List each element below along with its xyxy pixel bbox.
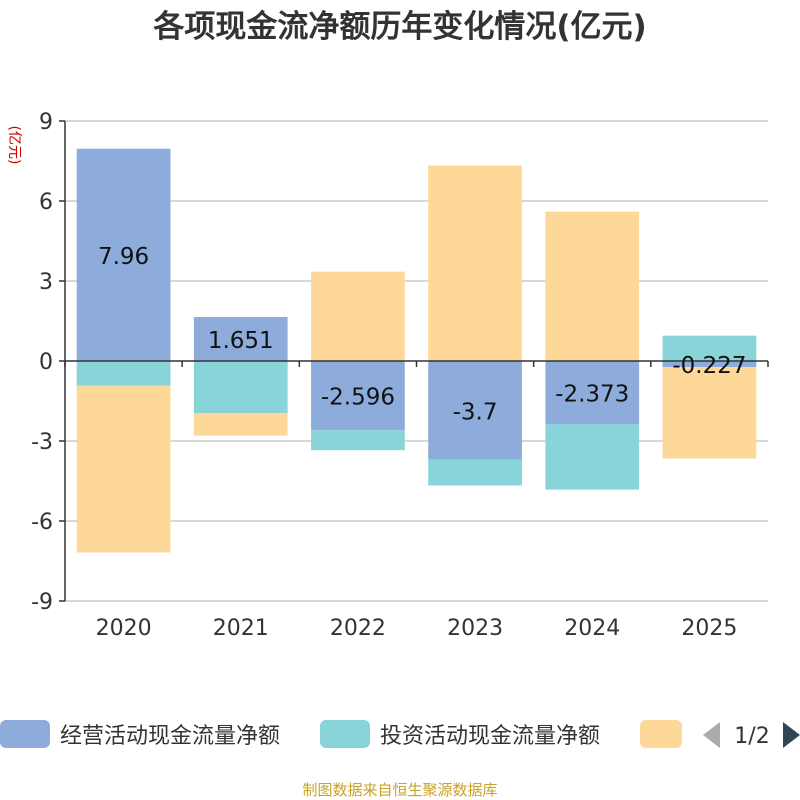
y-tick-label-1: -6 (31, 510, 53, 535)
y-tick-label-0: -9 (31, 590, 53, 615)
bar-2022-series-0 (311, 361, 405, 431)
grid-lines (65, 120, 768, 602)
x-tick-label-2020: 2020 (96, 616, 152, 641)
legend-label-operating[interactable]: 经营活动现金流量净额 (60, 724, 280, 749)
legend-prev-page-icon[interactable] (703, 722, 720, 748)
x-tick-label-2021: 2021 (213, 616, 269, 641)
legend-page-indicator: 1/2 (734, 724, 769, 749)
bar-2022-series-1 (311, 430, 405, 451)
legend-swatch-operating[interactable] (0, 720, 50, 748)
data-source-note: 制图数据来自恒生聚源数据库 (302, 781, 497, 799)
bar-2025-series-2 (662, 367, 757, 459)
data-label-2024: -2.373 (555, 382, 629, 408)
y-tick-label-2: -3 (31, 430, 53, 455)
bar-2021-series-1 (193, 361, 288, 413)
legend-next-page-icon[interactable] (783, 722, 800, 748)
legend-swatch-investing[interactable] (320, 720, 370, 748)
y-tick-label-6: 9 (39, 110, 53, 135)
bar-2024-series-2 (545, 211, 640, 361)
x-tick-label-2024: 2024 (564, 616, 620, 641)
bar-2025-series-0 (662, 361, 757, 368)
data-label-2021: 1.651 (208, 328, 274, 354)
y-axis-label: (亿元) (6, 126, 22, 165)
x-tick-label-2023: 2023 (447, 616, 503, 641)
legend: 经营活动现金流量净额 投资活动现金流量净额 1/2 (0, 720, 800, 749)
chart-title: 各项现金流净额历年变化情况(亿元) (152, 9, 646, 45)
bar-2024-series-1 (545, 424, 640, 490)
data-labels: 7.96 1.651 -2.596 -3.7 -2.373 -0.227 (98, 244, 747, 425)
bar-2021-series-2 (193, 413, 288, 436)
bar-2020-series-1 (76, 361, 171, 386)
bar-2022-series-2 (311, 271, 405, 361)
y-tick-label-4: 3 (39, 270, 53, 295)
data-label-2023: -3.7 (453, 399, 498, 425)
y-tick-label-3: 0 (39, 350, 53, 375)
bar-2020-series-0 (76, 148, 171, 361)
y-axis-ticks: -9 -6 -3 0 3 6 9 (31, 110, 65, 615)
bar-2025-series-1 (662, 335, 757, 361)
bar-2021-series-0 (193, 316, 288, 361)
bar-2023-series-1 (428, 459, 522, 486)
data-label-2022: -2.596 (321, 385, 395, 411)
x-tick-label-2022: 2022 (330, 616, 386, 641)
legend-swatch-financing[interactable] (640, 720, 682, 748)
bar-2023-series-2 (428, 165, 522, 361)
bar-2023-series-0 (428, 361, 522, 460)
data-label-2020: 7.96 (98, 244, 149, 270)
y-tick-label-5: 6 (39, 190, 53, 215)
bar-2020-series-2 (76, 385, 171, 553)
data-label-2025: -0.227 (672, 353, 746, 379)
x-tick-label-2025: 2025 (681, 616, 737, 641)
bar-2024-series-0 (545, 361, 640, 425)
legend-label-investing[interactable]: 投资活动现金流量净额 (380, 724, 600, 749)
x-axis-ticks: 2020 2021 2022 2023 2024 2025 (64, 361, 769, 641)
bars-group (76, 148, 757, 553)
